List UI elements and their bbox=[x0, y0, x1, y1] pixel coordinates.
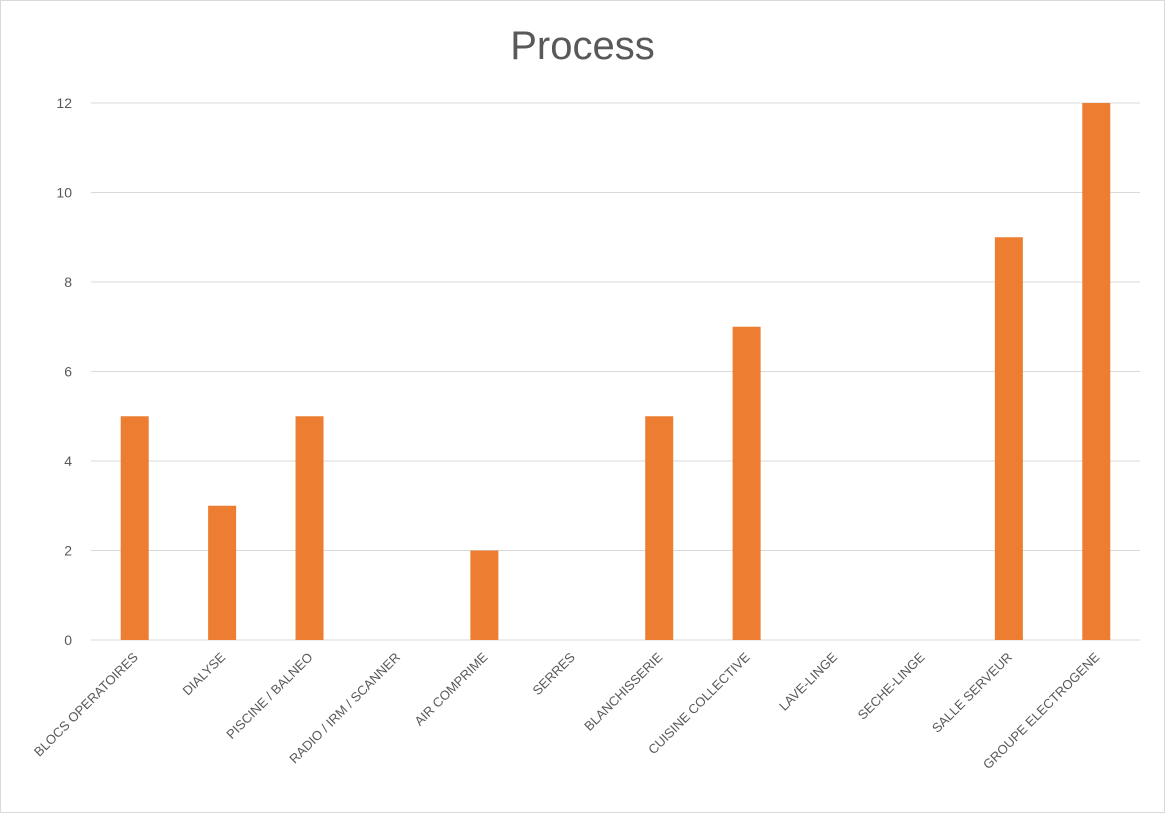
y-tick-label: 10 bbox=[56, 185, 72, 201]
bar bbox=[645, 416, 674, 640]
bar bbox=[120, 416, 149, 640]
x-category-label: SALLE SERVEUR bbox=[929, 650, 1015, 736]
bar bbox=[1082, 103, 1111, 640]
bar bbox=[208, 505, 237, 640]
y-tick-label: 8 bbox=[64, 274, 72, 290]
x-category-label: LAVE-LINGE bbox=[776, 649, 840, 713]
chart-title: Process bbox=[510, 24, 655, 68]
y-tick-label: 6 bbox=[64, 364, 72, 380]
bar bbox=[732, 326, 761, 640]
x-category-label: SECHE-LINGE bbox=[855, 649, 928, 722]
x-category-label: DIALYSE bbox=[179, 649, 228, 698]
x-category-label: BLOCS OPERATOIRES bbox=[31, 649, 141, 759]
y-tick-label: 2 bbox=[64, 543, 72, 559]
y-tick-label: 4 bbox=[64, 453, 72, 469]
y-tick-label: 12 bbox=[56, 95, 72, 111]
x-category-label: CUISINE COLLECTIVE bbox=[645, 649, 753, 757]
x-category-label: AIR COMPRIME bbox=[411, 649, 490, 728]
x-category-label: BLANCHISSERIE bbox=[581, 649, 665, 733]
x-category-label: PISCINE / BALNEO bbox=[223, 650, 315, 742]
bar bbox=[470, 550, 499, 640]
bar bbox=[295, 416, 324, 640]
bar bbox=[994, 237, 1023, 640]
y-tick-label: 0 bbox=[64, 632, 72, 648]
x-category-label: SERRES bbox=[529, 649, 578, 698]
